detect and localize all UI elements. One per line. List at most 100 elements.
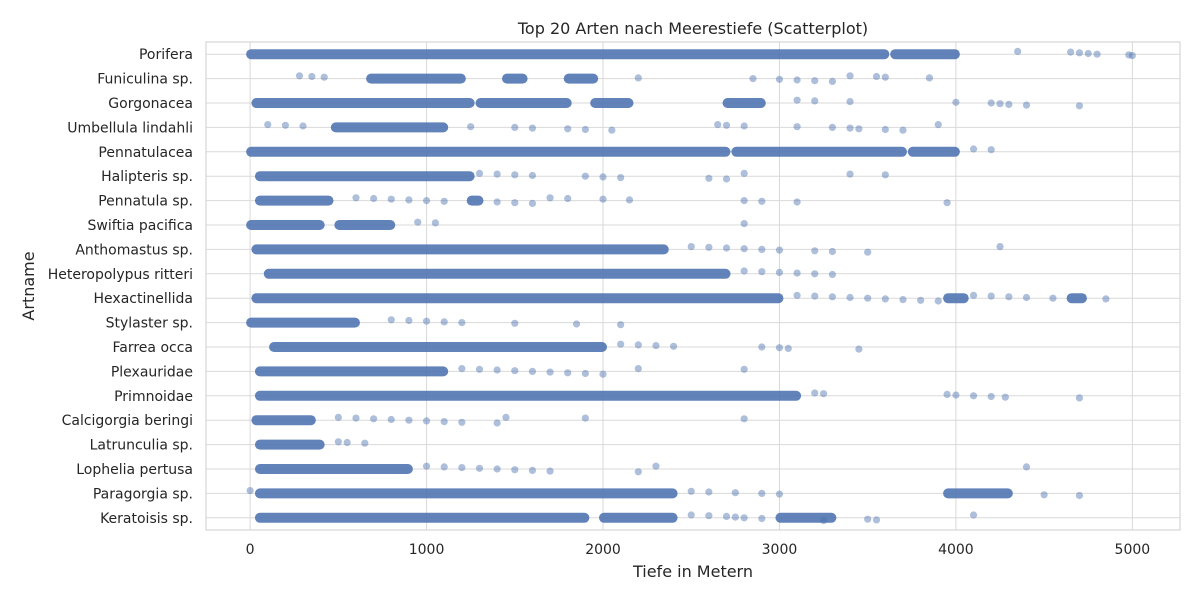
data-point	[740, 220, 748, 228]
data-point	[934, 121, 942, 129]
data-point	[246, 487, 254, 495]
y-tick-label: Lophelia pertusa	[76, 462, 193, 478]
dense-point-cluster	[890, 49, 960, 60]
data-point	[493, 198, 501, 206]
data-point	[1040, 491, 1048, 499]
data-point	[458, 365, 466, 373]
dense-point-cluster	[251, 98, 475, 108]
data-point	[634, 468, 642, 476]
data-point	[431, 219, 439, 227]
data-point	[295, 72, 304, 80]
y-tick-label: Calcigorgia beringi	[62, 413, 193, 429]
y-tick-label: Pennatula sp.	[98, 194, 193, 210]
dense-point-cluster	[254, 464, 413, 474]
dense-point-cluster	[475, 98, 572, 108]
data-point	[987, 99, 995, 107]
data-point	[793, 96, 801, 104]
y-tick-label: Stylaster sp.	[106, 316, 193, 332]
data-point	[705, 512, 713, 520]
chart-title: Top 20 Arten nach Meerestiefe (Scatterpl…	[517, 19, 868, 38]
data-point	[599, 195, 607, 203]
data-point	[714, 121, 722, 129]
data-point	[440, 318, 448, 326]
data-point	[320, 73, 328, 81]
data-point	[493, 419, 501, 427]
dense-point-cluster	[254, 488, 678, 499]
data-point	[872, 516, 881, 524]
data-point	[617, 321, 625, 329]
data-point	[811, 270, 819, 278]
data-point	[528, 199, 537, 207]
data-point	[422, 197, 431, 205]
data-point	[1084, 49, 1092, 58]
x-tick-label: 2000	[585, 542, 621, 558]
y-tick-label: Heteropolypus ritteri	[48, 267, 193, 283]
data-point	[731, 489, 739, 497]
data-point	[281, 121, 290, 129]
data-point	[528, 367, 537, 375]
data-point	[581, 369, 589, 378]
data-point	[740, 514, 748, 522]
data-point	[387, 415, 395, 424]
data-point	[1075, 102, 1084, 110]
data-point	[511, 466, 519, 474]
data-point	[943, 390, 951, 398]
data-point	[758, 489, 766, 497]
dense-point-cluster	[366, 73, 466, 84]
y-tick-label: Gorgonacea	[108, 96, 193, 112]
data-point	[758, 245, 766, 253]
data-point	[581, 414, 589, 422]
data-point	[352, 414, 360, 422]
data-point	[343, 438, 351, 447]
data-point	[546, 194, 554, 202]
dense-point-cluster	[599, 512, 678, 523]
dense-point-cluster	[246, 49, 890, 60]
data-point	[775, 246, 784, 254]
data-point	[669, 342, 678, 350]
data-point	[458, 319, 466, 327]
data-point	[458, 418, 466, 426]
y-tick-label: Funiculina sp.	[97, 72, 193, 88]
data-point	[475, 169, 484, 177]
data-point	[387, 316, 395, 324]
dense-point-cluster	[334, 220, 396, 230]
data-point	[740, 197, 748, 205]
data-point	[722, 121, 731, 129]
y-tick-label: Swiftia pacifica	[88, 218, 193, 234]
data-point	[581, 172, 589, 180]
data-point	[599, 370, 607, 378]
dense-point-cluster	[263, 268, 731, 279]
data-point	[899, 126, 907, 134]
data-point	[1067, 48, 1075, 56]
dense-point-cluster	[251, 293, 784, 304]
data-point	[502, 413, 510, 421]
data-point	[855, 345, 863, 353]
x-tick-label: 0	[246, 542, 255, 558]
data-point	[705, 243, 713, 251]
data-point	[564, 369, 572, 377]
data-point	[440, 197, 448, 205]
data-point	[917, 296, 925, 304]
data-point	[1022, 463, 1031, 471]
dense-point-cluster	[501, 73, 528, 84]
data-point	[422, 317, 431, 325]
dense-point-cluster	[563, 73, 599, 84]
dense-point-cluster	[254, 512, 590, 523]
data-point	[308, 72, 316, 81]
data-point	[987, 146, 995, 154]
data-point	[387, 195, 395, 203]
dense-point-cluster	[246, 146, 731, 157]
data-point	[793, 269, 801, 277]
data-point	[1093, 50, 1101, 58]
data-point	[1005, 100, 1013, 108]
data-point	[811, 247, 819, 255]
data-point	[846, 293, 854, 302]
data-point	[881, 125, 889, 134]
data-point	[511, 123, 519, 131]
dense-point-cluster	[254, 439, 325, 450]
data-point	[617, 174, 625, 182]
data-point	[352, 194, 360, 202]
data-point	[564, 125, 572, 133]
data-point	[687, 243, 695, 251]
